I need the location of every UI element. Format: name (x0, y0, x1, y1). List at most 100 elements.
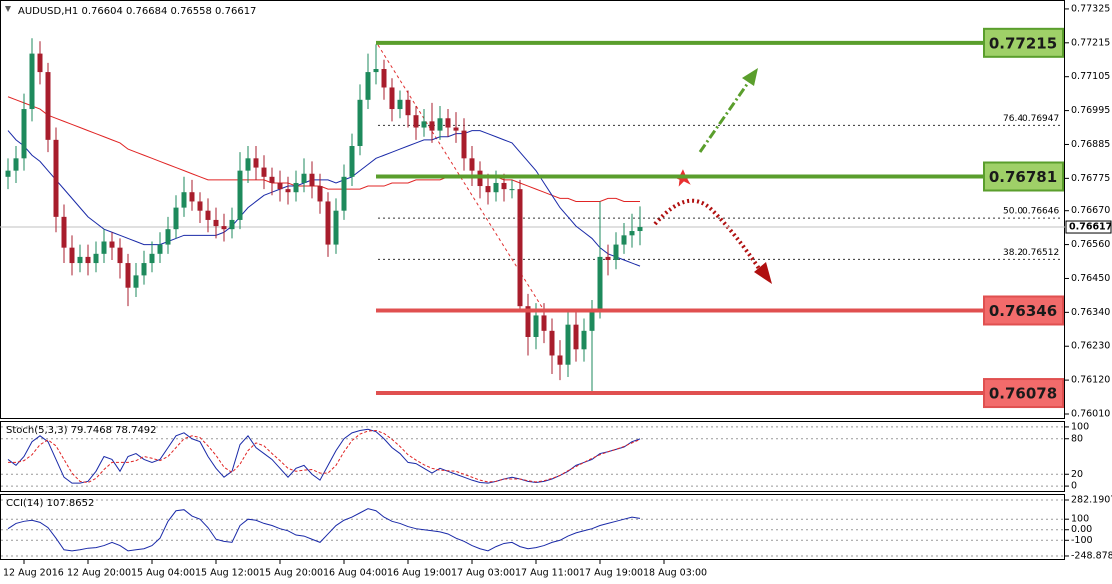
chart-title: AUDUSD,H1 0.76604 0.76684 0.76558 0.7661… (18, 6, 256, 17)
candle-body (325, 201, 331, 245)
y-tick-label: 282.1907 (1071, 494, 1112, 505)
y-tick-label: 80 (1071, 433, 1083, 444)
current-price-label: 0.76617 (1069, 222, 1112, 233)
candle-body (13, 158, 19, 171)
candle-body (53, 139, 59, 217)
y-tick-label: 0.77325 (1071, 3, 1110, 14)
candle-body (517, 189, 523, 307)
down-arrow-head (754, 262, 772, 284)
level-label: 0.76346 (989, 302, 1057, 320)
panel-title: Stoch(5,3,3) 79.7468 78.7492 (6, 425, 157, 436)
candle-body (149, 253, 155, 264)
candle-body (261, 167, 267, 177)
candle-body (373, 68, 379, 73)
candle-body (85, 256, 91, 264)
candle-body (397, 99, 403, 110)
y-tick-label: 0.76010 (1071, 408, 1110, 419)
down-arrow (653, 198, 772, 284)
y-tick-label: 20 (1071, 469, 1083, 480)
x-tick-label: 12 Aug 20:00 (67, 568, 131, 579)
level-box (983, 161, 1064, 192)
fib-ratio: 76.4 (1003, 114, 1023, 124)
x-tick-label: 12 Aug 2016 (3, 568, 64, 579)
candle-body (333, 210, 339, 245)
candle-body (277, 182, 283, 190)
candle-body (21, 109, 27, 159)
candle-body (229, 219, 235, 230)
y-tick-label: 0 (1071, 481, 1077, 492)
candle-body (357, 99, 363, 147)
candle-body (37, 53, 43, 73)
candle-body (565, 324, 571, 365)
up-arrow-line (698, 79, 752, 153)
candle-body (429, 121, 435, 131)
candle-body (341, 176, 347, 211)
x-tick-label: 17 Aug 11:00 (515, 568, 579, 579)
indicator-line (7, 508, 641, 552)
candle-body (69, 247, 75, 264)
x-tick-label: 16 Aug 04:00 (323, 568, 387, 579)
x-tick-label: 15 Aug 20:00 (259, 568, 323, 579)
candle-body (413, 115, 419, 128)
y-tick-label: 0.76560 (1071, 239, 1110, 250)
candle-body (549, 330, 555, 356)
candle-body (245, 158, 251, 171)
candle-body (181, 192, 187, 208)
y-tick-label: 0.76885 (1071, 139, 1110, 150)
candle-body (533, 315, 539, 337)
fib-price: 0.76646 (1022, 207, 1059, 217)
moving-average (7, 130, 641, 267)
fib-ratio: 38.2 (1003, 248, 1023, 258)
candle-body (101, 241, 107, 254)
candle-body (29, 53, 35, 110)
candle-body (109, 241, 115, 248)
fib-ratio: 50.0 (1003, 207, 1023, 217)
candle-body (629, 231, 635, 236)
candle-body (301, 173, 307, 183)
up-arrow (698, 68, 758, 153)
candle-body (493, 182, 499, 193)
candle-body (501, 182, 507, 190)
candle-body (133, 275, 139, 288)
candle-body (453, 127, 459, 131)
fib-price: 0.76512 (1022, 248, 1059, 258)
candle-body (541, 315, 547, 331)
candle-body (421, 121, 427, 128)
candle-body (5, 170, 11, 177)
candle-body (589, 309, 595, 331)
current-price-box (1065, 220, 1112, 234)
x-tick-label: 15 Aug 12:00 (195, 568, 259, 579)
candle-body (469, 158, 475, 171)
y-tick-label: 0.76995 (1071, 105, 1110, 116)
candle-body (525, 306, 531, 337)
y-tick-label: 100 (1071, 421, 1089, 432)
fib-price: 0.76947 (1022, 114, 1059, 124)
y-tick-label: 0.77105 (1071, 71, 1110, 82)
candle-body (637, 227, 643, 232)
candle-body (189, 192, 195, 202)
candle-body (237, 170, 243, 220)
candle-body (165, 229, 171, 245)
candle-body (405, 99, 411, 116)
x-tick-label: 16 Aug 19:00 (387, 568, 451, 579)
candle-body (621, 235, 627, 245)
candle-body (285, 189, 291, 193)
candle-body (269, 176, 275, 183)
candle-body (605, 256, 611, 260)
candle-body (117, 247, 123, 264)
candle-body (253, 158, 259, 168)
level-box (983, 378, 1064, 409)
down-arrow-line (653, 198, 762, 272)
y-tick-label: 0.77215 (1071, 37, 1110, 48)
candle-body (557, 355, 563, 365)
candle-body (437, 118, 443, 131)
y-tick-label: 0.76340 (1071, 307, 1110, 318)
x-tick-label: 18 Aug 03:00 (643, 568, 707, 579)
level-label: 0.76078 (989, 385, 1057, 403)
x-tick-label: 15 Aug 04:00 (131, 568, 195, 579)
y-tick-label: 0.76120 (1071, 375, 1110, 386)
level-box (983, 27, 1064, 58)
candle-body (141, 263, 147, 276)
